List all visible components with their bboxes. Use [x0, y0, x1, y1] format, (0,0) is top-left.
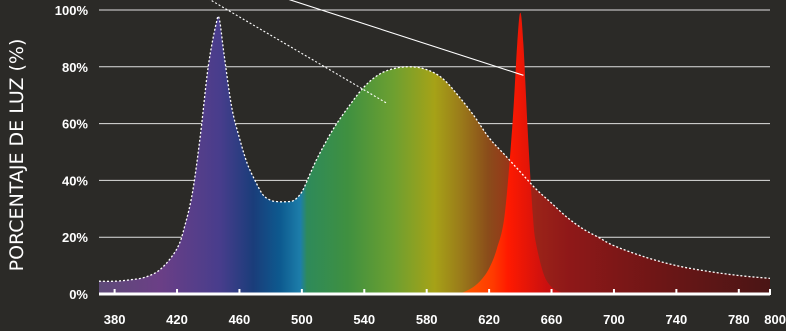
x-tick-label-3: 500 — [291, 312, 313, 327]
x-tick-label-11: 800 — [764, 312, 786, 327]
x-tick-label-4: 540 — [353, 312, 375, 327]
y-axis-label: PORCENTAJE DE LUZ (%) — [6, 39, 28, 272]
reference-lines — [209, 0, 524, 105]
series-1-area — [457, 12, 568, 295]
x-axis — [99, 289, 771, 296]
series-0-area — [99, 16, 770, 294]
y-tick-label-2: 40% — [62, 173, 88, 188]
x-tick-label-7: 660 — [541, 312, 563, 327]
x-tick-label-2: 460 — [229, 312, 251, 327]
x-tick-labels: 380 420 460 500 540 580 620 660 700 740 780 800 — [104, 312, 786, 327]
reference-line-1 — [288, 0, 524, 76]
x-tick-label-1: 420 — [166, 312, 188, 327]
y-tick-label-4: 80% — [62, 60, 88, 75]
y-tick-label-5: 100% — [55, 3, 89, 18]
x-tick-label-9: 740 — [666, 312, 688, 327]
x-tick-label-8: 700 — [603, 312, 625, 327]
x-tick-label-10: 780 — [728, 312, 750, 327]
x-tick-label-0: 380 — [104, 312, 126, 327]
y-tick-labels: 0% 20% 40% 60% 80% 100% — [55, 3, 89, 302]
y-tick-label-1: 20% — [62, 230, 88, 245]
reference-line-0 — [209, 0, 388, 105]
x-tick-label-5: 580 — [416, 312, 438, 327]
x-tick-label-6: 620 — [478, 312, 500, 327]
y-tick-label-0: 0% — [69, 287, 88, 302]
y-tick-label-3: 60% — [62, 117, 88, 132]
